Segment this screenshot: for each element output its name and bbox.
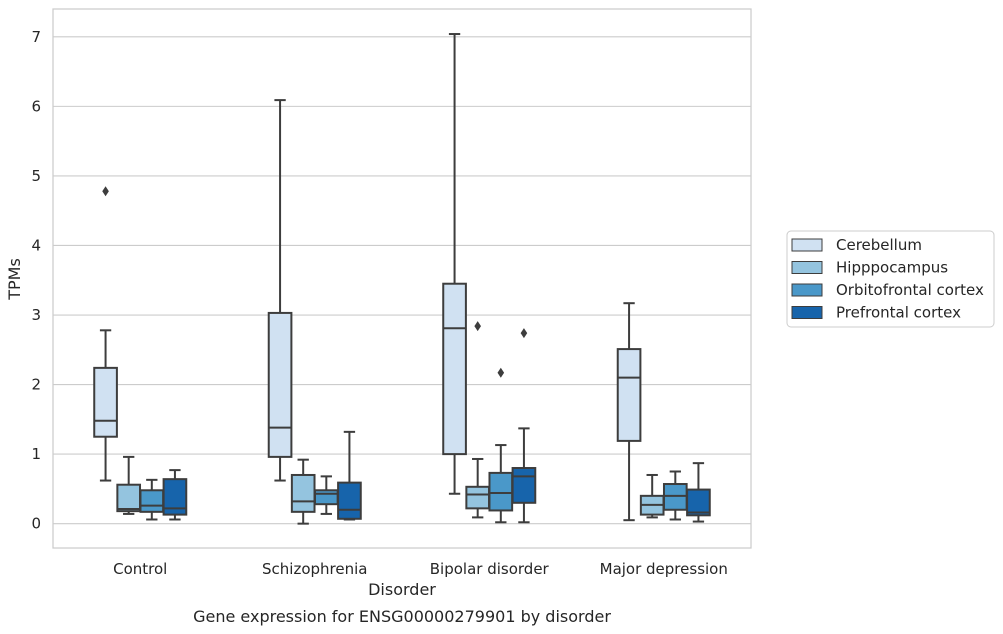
x-tick-label: Bipolar disorder (430, 560, 550, 578)
box-series-group (93, 33, 711, 525)
y-tick-label: 2 (31, 376, 41, 394)
box-iqr (139, 489, 165, 513)
box-iqr (337, 481, 362, 520)
plot-frame (52, 8, 752, 549)
box (139, 478, 165, 521)
box-iqr (162, 478, 188, 516)
legend-label: Cerebellum (836, 236, 922, 254)
y-tick-label: 4 (31, 236, 41, 254)
box-iqr (488, 471, 514, 512)
y-axis-label: TPMs (5, 258, 24, 301)
legend-swatch (791, 238, 823, 252)
box-iqr (313, 489, 339, 506)
y-tick-label: 6 (31, 97, 41, 115)
box-iqr (465, 485, 491, 510)
box-iqr (290, 473, 316, 513)
y-tick-label: 5 (31, 167, 41, 185)
box-iqr (616, 348, 642, 442)
box (465, 321, 491, 519)
x-tick-label: Control (113, 560, 167, 578)
box (290, 458, 316, 525)
legend: Cerebellum Hipppocampus Orbitofrontal cort… (786, 230, 995, 328)
chart-caption: Gene expression for ENSG00000279901 by d… (193, 607, 611, 626)
legend-label: Hipppocampus (836, 259, 948, 277)
x-tick-label: Schizophrenia (262, 560, 367, 578)
box (267, 99, 293, 482)
outlier-point (520, 328, 528, 339)
y-tick-label: 0 (31, 515, 41, 533)
legend-swatch (791, 261, 823, 274)
box (93, 186, 118, 482)
box (616, 302, 642, 522)
x-axis-label: Disorder (368, 580, 436, 599)
x-tick-label: Major depression (600, 560, 728, 578)
series-orbitofrontal-cortex (139, 367, 688, 524)
box-iqr (511, 467, 537, 504)
box (116, 455, 142, 515)
outlier-point (474, 321, 481, 332)
legend-swatch (791, 283, 823, 297)
box (686, 462, 711, 523)
box-iqr (442, 282, 467, 456)
box (337, 430, 362, 521)
x-axis-ticks: Control Schizophrenia Bipolar disorder Majo… (113, 560, 728, 578)
y-axis-ticks: 0 1 2 3 4 5 6 7 (31, 28, 41, 533)
y-tick-label: 3 (31, 306, 41, 324)
box (442, 33, 467, 495)
box (313, 475, 339, 515)
legend-label: Prefrontal cortex (836, 304, 961, 322)
box-iqr (116, 483, 142, 513)
box (488, 367, 514, 524)
box-iqr (686, 488, 711, 517)
legend-swatch (791, 306, 823, 319)
legend-frame (786, 230, 995, 328)
outlier-point (102, 186, 109, 197)
box-iqr (662, 483, 688, 511)
box (162, 469, 188, 521)
series-cerebellum (93, 33, 642, 522)
box (662, 470, 688, 521)
outlier-point (497, 367, 505, 378)
y-tick-label: 1 (31, 445, 41, 463)
legend-label: Orbitofrontal cortex (836, 281, 984, 299)
box (639, 473, 665, 519)
box-iqr (93, 366, 118, 438)
box (511, 328, 537, 524)
y-tick-label: 7 (31, 28, 41, 46)
grid-lines (53, 36, 751, 525)
box-iqr (267, 311, 293, 458)
series-prefrontal-cortex (162, 328, 711, 524)
series-hipppocampus (116, 321, 665, 525)
